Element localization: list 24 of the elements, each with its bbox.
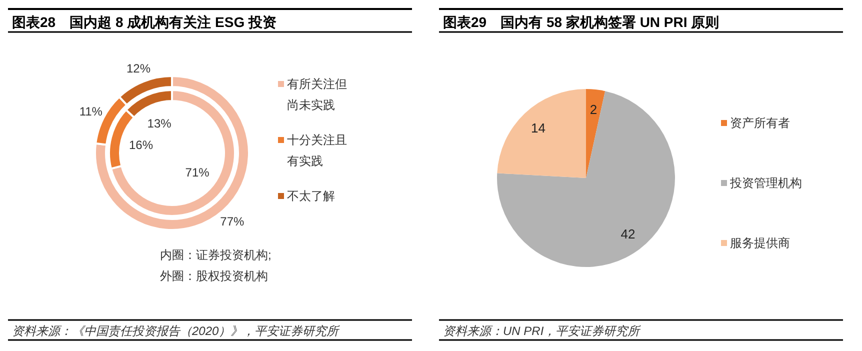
text: 资料来源：《中国责任投资报告（2020）》，平安证券研究所 bbox=[12, 324, 341, 338]
legend-label: 服务提供商 bbox=[730, 236, 790, 250]
data-label: 14 bbox=[531, 120, 546, 136]
legend-label: 资产所有者 bbox=[730, 116, 790, 130]
legend-label: 投资管理机构 bbox=[729, 176, 802, 190]
text: 外圈：股权投资机构 bbox=[160, 269, 268, 283]
pie-slice bbox=[586, 89, 606, 178]
pie-slice bbox=[497, 89, 586, 178]
data-label: 42 bbox=[620, 226, 636, 242]
legend-label: 有所关注但尚未实践 bbox=[287, 77, 347, 112]
data-label: 16% bbox=[128, 138, 154, 152]
data-label: 2 bbox=[590, 102, 598, 117]
legend-label: 不太了解 bbox=[287, 189, 335, 203]
data-label: 11% bbox=[79, 104, 103, 119]
text: 资料来源：UN PRI，平安证券研究所 bbox=[443, 324, 642, 338]
data-label: 71% bbox=[185, 166, 210, 180]
chart-title: 图表29 国内有 58 家机构签署 UN PRI 原则 bbox=[443, 14, 720, 30]
data-label: 13% bbox=[147, 116, 172, 131]
data-label: 77% bbox=[220, 214, 245, 228]
legend-label: 十分关注且有实践 bbox=[287, 133, 347, 168]
chart-title: 图表28 国内超 8 成机构有关注 ESG 投资 bbox=[12, 14, 276, 30]
pie-slice bbox=[497, 91, 675, 267]
data-label: 12% bbox=[126, 61, 151, 76]
text: 内圈：证券投资机构; bbox=[160, 248, 272, 262]
